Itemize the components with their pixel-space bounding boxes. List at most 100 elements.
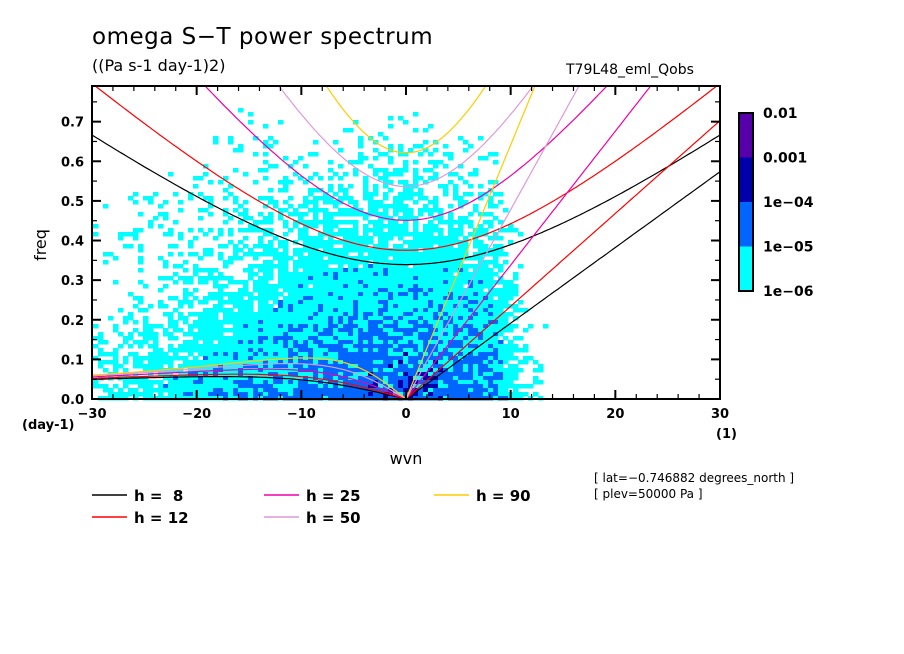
contour-cell <box>148 384 154 389</box>
contour-cell <box>328 184 334 189</box>
contour-cell <box>108 392 114 397</box>
contour-cell <box>388 268 394 273</box>
contour-cell <box>423 240 429 245</box>
contour-cell <box>238 312 244 317</box>
contour-cell <box>378 280 384 285</box>
contour-cell <box>403 220 409 225</box>
contour-cell <box>428 368 434 373</box>
contour-cell <box>383 236 389 241</box>
contour-cell <box>488 356 494 361</box>
contour-cell <box>198 348 204 353</box>
contour-cell <box>453 328 459 333</box>
contour-cell <box>393 204 399 209</box>
contour-cell <box>243 316 249 321</box>
contour-cell <box>488 316 494 321</box>
contour-cell <box>478 264 484 269</box>
contour-cell <box>488 296 494 301</box>
contour-cell <box>253 336 259 341</box>
contour-cell <box>323 240 329 245</box>
contour-cell <box>433 200 439 205</box>
contour-cell <box>408 260 414 265</box>
contour-cell <box>318 252 324 257</box>
contour-cell <box>293 372 299 377</box>
contour-cell <box>273 328 279 333</box>
contour-cell <box>323 352 329 357</box>
contour-cell <box>403 276 409 281</box>
contour-cell <box>413 344 419 349</box>
contour-cell <box>383 252 389 257</box>
contour-cell <box>288 212 294 217</box>
contour-cell <box>408 256 414 261</box>
contour-cell <box>448 392 454 397</box>
contour-cell <box>203 308 209 313</box>
contour-cell <box>363 284 369 289</box>
contour-cell <box>118 392 124 397</box>
contour-cell <box>358 368 364 373</box>
contour-cell <box>483 372 489 377</box>
contour-cell <box>178 376 184 381</box>
contour-cell <box>328 312 334 317</box>
contour-cell <box>258 276 264 281</box>
contour-cell <box>123 384 129 389</box>
contour-cell <box>418 188 424 193</box>
contour-cell <box>293 332 299 337</box>
contour-cell <box>283 232 289 237</box>
contour-cell <box>323 372 329 377</box>
contour-cell <box>448 304 454 309</box>
contour-cell <box>413 324 419 329</box>
contour-cell <box>473 332 479 337</box>
contour-cell <box>338 340 344 345</box>
contour-cell <box>468 316 474 321</box>
contour-cell <box>493 312 499 317</box>
contour-cell <box>173 324 179 329</box>
contour-cell <box>238 108 244 113</box>
contour-cell <box>178 356 184 361</box>
dispersion-curve-er-h8 <box>92 376 407 399</box>
contour-cell <box>383 268 389 273</box>
contour-cell <box>363 228 369 233</box>
contour-cell <box>468 224 474 229</box>
contour-cell <box>363 336 369 341</box>
contour-cell <box>273 252 279 257</box>
contour-cell <box>518 360 524 365</box>
contour-cell <box>393 304 399 309</box>
colorbar-segment <box>739 202 753 247</box>
contour-cell <box>303 384 309 389</box>
contour-cell <box>143 388 149 393</box>
contour-cell <box>403 204 409 209</box>
contour-cell <box>453 308 459 313</box>
contour-cell <box>478 156 484 161</box>
contour-cell <box>353 296 359 301</box>
contour-cell <box>108 352 114 357</box>
contour-cell <box>203 248 209 253</box>
contour-cell <box>448 152 454 157</box>
contour-cell <box>258 304 264 309</box>
contour-cell <box>283 288 289 293</box>
run-name-label: T79L48_eml_Qobs <box>566 62 694 78</box>
contour-cell <box>453 296 459 301</box>
contour-cell <box>263 368 269 373</box>
contour-cell <box>263 244 269 249</box>
contour-cell <box>443 304 449 309</box>
contour-cell <box>453 280 459 285</box>
contour-cell <box>418 208 424 213</box>
contour-cell <box>173 388 179 393</box>
contour-cell <box>413 328 419 333</box>
contour-cell <box>388 328 394 333</box>
contour-cell <box>373 332 379 337</box>
contour-cell <box>153 364 159 369</box>
contour-cell <box>188 276 194 281</box>
contour-cell <box>308 312 314 317</box>
contour-cell <box>478 388 484 393</box>
contour-cell <box>373 352 379 357</box>
contour-cell <box>263 260 269 265</box>
contour-cell <box>478 392 484 397</box>
contour-cell <box>328 236 334 241</box>
contour-cell <box>403 280 409 285</box>
contour-cell <box>443 348 449 353</box>
contour-cell <box>288 164 294 169</box>
contour-cell <box>413 268 419 273</box>
contour-cell <box>438 220 444 225</box>
contour-cell <box>218 324 224 329</box>
contour-cell <box>378 352 384 357</box>
